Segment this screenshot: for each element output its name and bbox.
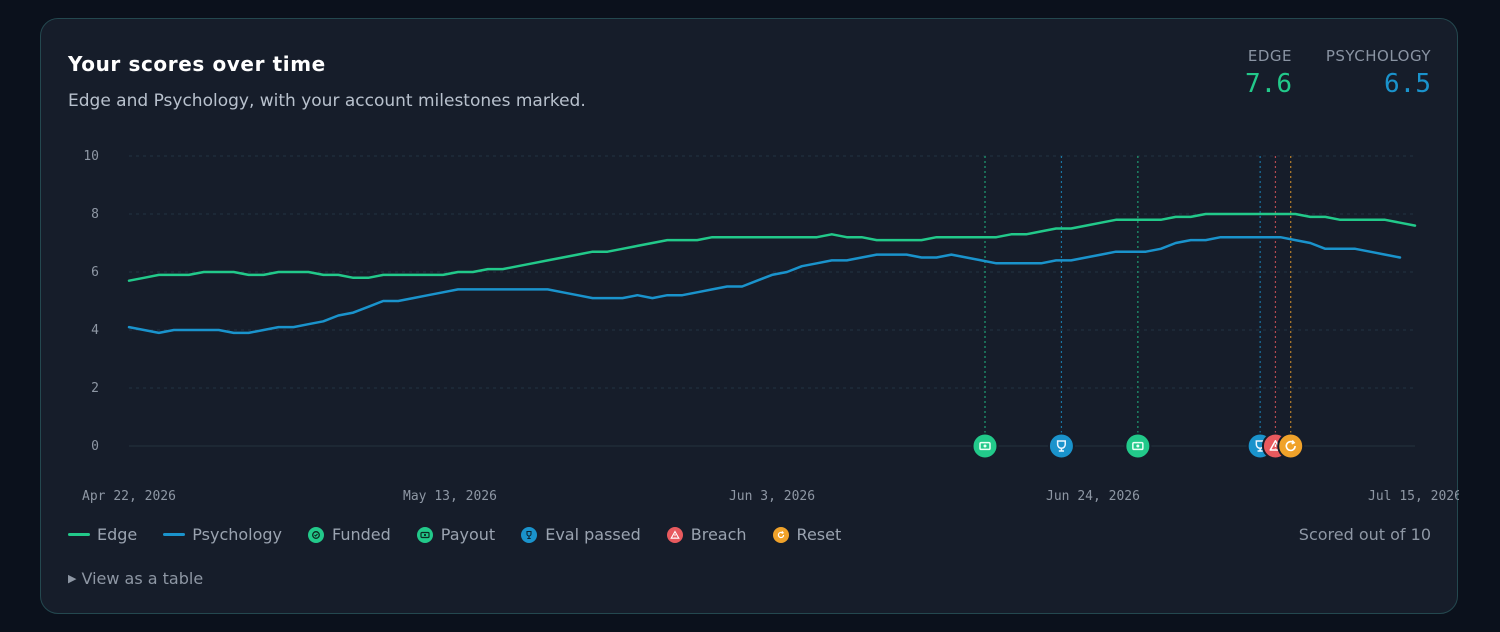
y-tick-label: 4: [91, 323, 99, 338]
edge-line-swatch: [68, 533, 90, 536]
trophy-icon: [1056, 440, 1066, 452]
legend-label-edge: Edge: [97, 525, 138, 544]
milestone-dot: [1047, 432, 1075, 460]
y-tick-label: 6: [91, 265, 99, 280]
legend-label-psychology: Psychology: [192, 525, 283, 544]
edge-score-label: EDGE: [1247, 47, 1292, 65]
reset-icon: [772, 526, 789, 543]
psychology-score: PSYCHOLOGY 6.5: [1326, 47, 1431, 99]
funded-icon: [308, 526, 325, 543]
scores-card: Your scores over time Edge and Psycholog…: [40, 18, 1459, 614]
milestone-marker-payout: [1124, 432, 1152, 460]
edge-score-value: 7.6: [1245, 69, 1292, 99]
milestone-dot: [1277, 432, 1305, 460]
payout-icon: [979, 441, 991, 451]
psychology-line-swatch: [163, 533, 186, 536]
legend-label-breach: Breach: [690, 525, 747, 544]
line-chart: 0 2 4 6 8 10 Apr 22, 2026 May 13, 2026 Jun 3, 20…: [82, 149, 1459, 504]
payout-icon: [416, 526, 433, 543]
legend-item-edge: Edge: [68, 525, 137, 544]
legend-item-funded: Funded: [308, 525, 391, 544]
legend-item-eval-passed: Eval passed: [521, 525, 641, 544]
scored-note: Scored out of 10: [1298, 525, 1431, 544]
psychology-score-label: PSYCHOLOGY: [1325, 47, 1431, 65]
series-line-edge: [127, 212, 1417, 282]
milestone-marker-payout: [971, 432, 999, 460]
payout-icon: [1132, 441, 1144, 451]
y-tick-label: 8: [91, 207, 99, 222]
psychology-score-value: 6.5: [1384, 69, 1431, 99]
x-tick-label: Apr 22, 2026: [82, 489, 176, 504]
legend-item-reset: Reset: [772, 525, 842, 544]
legend-label-funded: Funded: [332, 525, 391, 544]
legend-label-eval-passed: Eval passed: [545, 525, 641, 544]
legend-item-breach: Breach: [666, 525, 747, 544]
y-tick-label: 10: [83, 149, 99, 164]
x-tick-label: May 13, 2026: [403, 489, 497, 504]
legend-item-payout: Payout: [416, 525, 496, 544]
legend-label-payout: Payout: [440, 525, 496, 544]
milestone-marker-eval-passed: [1047, 432, 1075, 460]
legend-item-psychology: Psychology: [163, 525, 282, 544]
x-tick-label: Jul 15, 2026: [1368, 489, 1459, 504]
milestone-marker-reset: [1277, 432, 1305, 460]
triangle-right-icon: ▶: [68, 572, 77, 585]
chart-subtitle: Edge and Psychology, with your account m…: [68, 91, 586, 111]
y-tick-label: 2: [91, 381, 99, 396]
x-tick-label: Jun 24, 2026: [1046, 489, 1140, 504]
chart-legend: Edge Psychology Funded Payout Eval passe…: [68, 525, 867, 544]
x-tick-label: Jun 3, 2026: [729, 489, 815, 504]
reset-icon: [1285, 439, 1296, 452]
trophy-icon: [521, 526, 538, 543]
edge-score: EDGE 7.6: [1245, 47, 1292, 99]
view-as-table-label: View as a table: [81, 569, 204, 588]
chart-title: Your scores over time: [68, 52, 326, 76]
legend-label-reset: Reset: [796, 525, 842, 544]
view-as-table-toggle[interactable]: ▶ View as a table: [68, 569, 203, 588]
series-line-psychology: [127, 235, 1402, 335]
warning-icon: [666, 526, 683, 543]
y-tick-label: 0: [91, 439, 99, 454]
